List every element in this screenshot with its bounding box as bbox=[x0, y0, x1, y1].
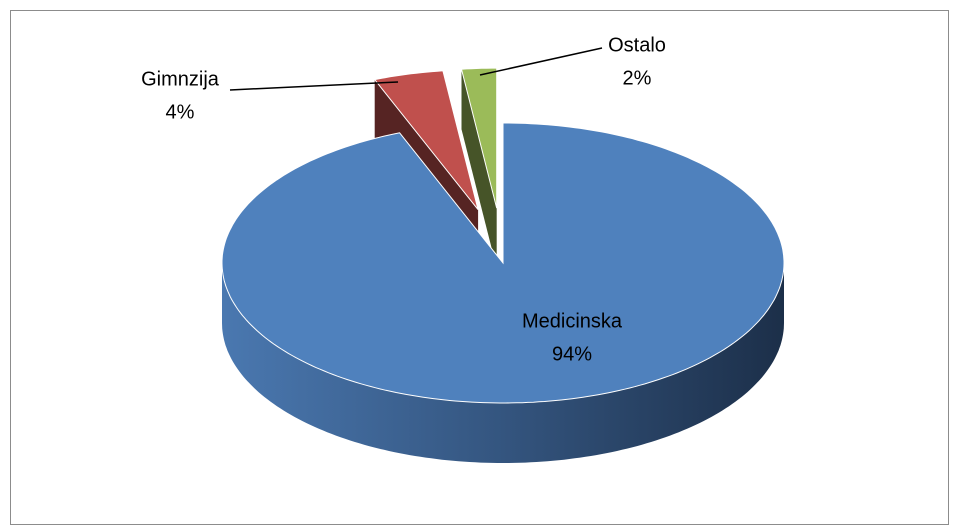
slice bbox=[221, 122, 785, 404]
slice-value-label: 2% bbox=[623, 67, 652, 89]
slice-wall bbox=[461, 69, 497, 269]
leader-line bbox=[479, 47, 603, 76]
slice bbox=[373, 70, 479, 211]
slice-side bbox=[222, 263, 784, 463]
slice-label: Ostalo bbox=[608, 34, 666, 56]
slice-value-label: 94% bbox=[552, 343, 592, 365]
slice bbox=[460, 67, 498, 209]
slice-label: Gimnzija bbox=[141, 68, 220, 90]
leader-line bbox=[229, 81, 399, 91]
slice-value-label: 4% bbox=[166, 101, 195, 123]
slice-label: Medicinska bbox=[522, 310, 623, 332]
